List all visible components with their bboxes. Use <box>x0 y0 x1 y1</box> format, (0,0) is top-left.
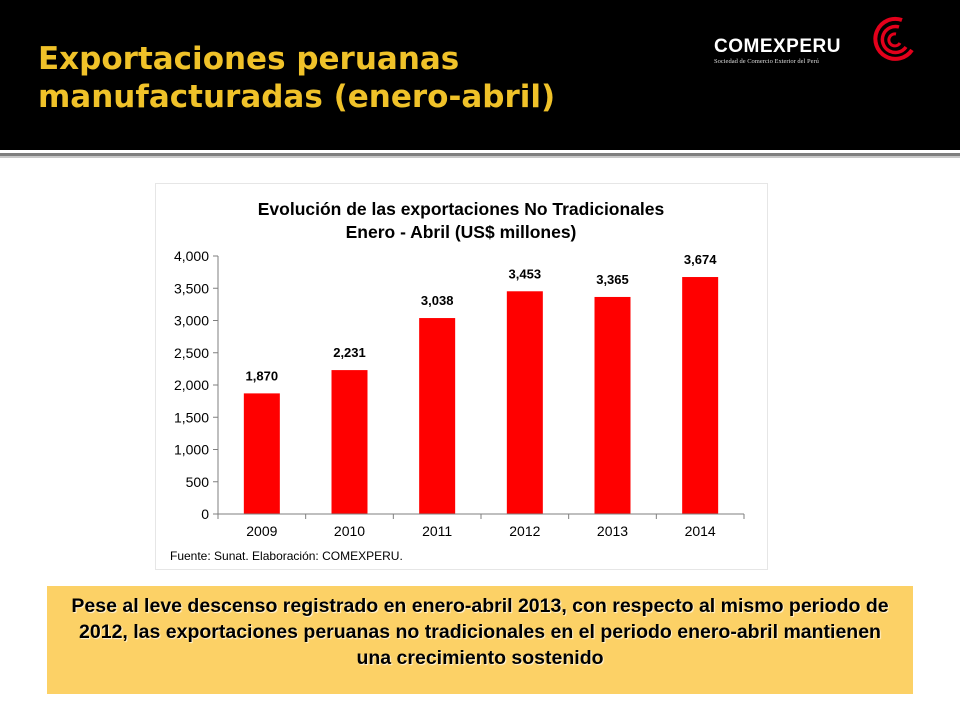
y-tick-label: 1,000 <box>174 442 209 458</box>
y-tick-label: 2,500 <box>174 345 209 361</box>
callout-box: Pese al leve descenso registrado en ener… <box>47 586 913 694</box>
x-tick-label-2014: 2014 <box>685 523 716 539</box>
bar-2013 <box>594 296 631 514</box>
chart-source-note: Fuente: Sunat. Elaboración: COMEXPERU. <box>170 549 403 563</box>
x-axis-ticks: 2009 2010 2011 2012 2013 2014 <box>217 514 745 539</box>
data-label-2013: 3,365 <box>596 272 629 287</box>
x-tick-label-2012: 2012 <box>509 523 540 539</box>
bar-2011 <box>419 318 456 514</box>
x-tick-label-2011: 2011 <box>422 523 452 539</box>
data-label-2010: 2,231 <box>333 345 366 360</box>
header-divider <box>0 153 960 156</box>
y-tick-label: 3,500 <box>174 280 209 296</box>
bar-chart: Evolución de las exportaciones No Tradic… <box>170 199 745 563</box>
y-tick-label: 1,500 <box>174 409 209 425</box>
bar-series <box>243 277 719 514</box>
bar-2009 <box>243 393 280 514</box>
data-labels: 1,870 2,231 3,038 3,453 3,365 3,674 <box>246 252 718 383</box>
bar-2014 <box>682 277 719 514</box>
header-divider-light <box>0 156 960 158</box>
chart-title: Evolución de las exportaciones No Tradic… <box>258 199 665 219</box>
x-tick-label-2009: 2009 <box>246 523 277 539</box>
bar-2012 <box>506 291 543 514</box>
logo-tagline: Sociedad de Comercio Exterior del Perú <box>714 58 819 65</box>
y-tick-label: 2,000 <box>174 377 209 393</box>
y-tick-label: 500 <box>186 474 210 490</box>
chart-subtitle: Enero - Abril (US$ millones) <box>346 222 577 242</box>
logo-swirl-icon <box>873 16 914 61</box>
data-label-2009: 1,870 <box>246 368 279 383</box>
data-label-2012: 3,453 <box>509 266 542 281</box>
slide-title: Exportaciones peruanas manufacturadas (e… <box>38 41 556 115</box>
data-label-2014: 3,674 <box>684 252 717 267</box>
slide-header: Exportaciones peruanas manufacturadas (e… <box>0 0 960 150</box>
data-label-2011: 3,038 <box>421 293 454 308</box>
logo-wordmark: COMEXPERU <box>714 36 841 57</box>
bar-2010 <box>331 370 368 514</box>
callout-text: Pese al leve descenso registrado en ener… <box>71 595 889 669</box>
comexperu-logo: COMEXPERU Sociedad de Comercio Exterior … <box>708 14 938 74</box>
y-axis-ticks: 0 500 1,000 1,500 2,000 2,500 3,000 3,500 4,000 <box>174 248 218 522</box>
x-tick-label-2010: 2010 <box>334 523 365 539</box>
y-tick-label: 0 <box>201 506 209 522</box>
chart-panel: Evolución de las exportaciones No Tradic… <box>155 183 768 570</box>
y-tick-label: 3,000 <box>174 313 209 329</box>
x-tick-label-2013: 2013 <box>597 523 628 539</box>
y-tick-label: 4,000 <box>174 248 209 264</box>
